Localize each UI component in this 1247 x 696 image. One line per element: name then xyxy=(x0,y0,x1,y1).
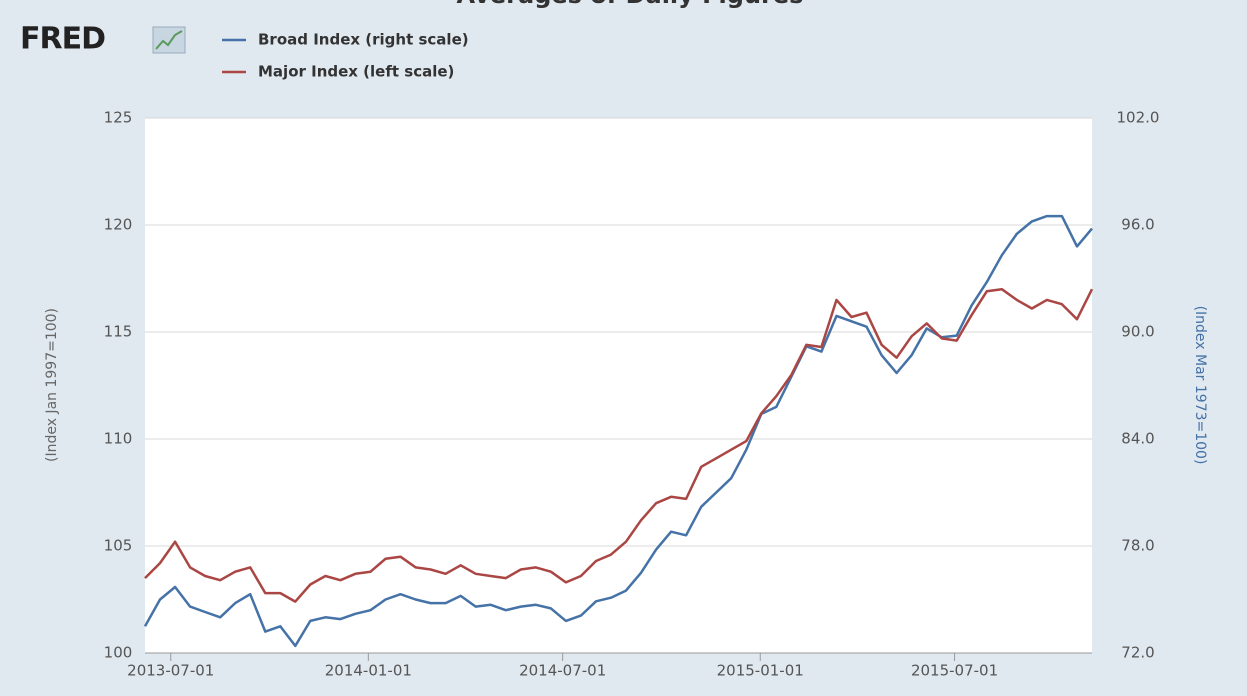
y2-tick-label: 90.0 xyxy=(1121,323,1154,341)
chart-title: Averages of Daily Figures xyxy=(457,0,804,9)
y2-tick-label: 96.0 xyxy=(1121,216,1154,234)
y-tick-label: 115 xyxy=(104,323,133,341)
x-tick-label: 2014-07-01 xyxy=(519,662,606,680)
x-tick-label: 2015-01-01 xyxy=(717,662,804,680)
legend-label: Broad Index (right scale) xyxy=(258,31,469,49)
x-tick-label: 2014-01-01 xyxy=(325,662,412,680)
y-tick-label: 110 xyxy=(104,430,133,448)
series-line xyxy=(144,287,1094,603)
legend-label: Major Index (left scale) xyxy=(258,63,454,81)
y-tick-label: 125 xyxy=(104,109,133,127)
y-axis-title: (Index Jan 1997=100) xyxy=(44,308,60,462)
x-tick-label: 2013-07-01 xyxy=(127,662,214,680)
y-tick-label: 105 xyxy=(104,537,133,555)
y2-tick-label: 102.0 xyxy=(1117,109,1160,127)
logo: FRED xyxy=(20,22,105,57)
y2-tick-label: 84.0 xyxy=(1121,430,1154,448)
x-tick-label: 2015-07-01 xyxy=(911,662,998,680)
y2-axis-title: (Index Mar 1973=100) xyxy=(1192,306,1208,465)
y2-tick-label: 72.0 xyxy=(1121,644,1154,662)
y2-tick-label: 78.0 xyxy=(1121,537,1154,555)
series-line xyxy=(143,214,1093,648)
y-tick-label: 100 xyxy=(104,644,133,662)
logo-icon xyxy=(152,26,186,54)
plot-area xyxy=(145,118,1092,653)
y-tick-label: 120 xyxy=(104,216,133,234)
